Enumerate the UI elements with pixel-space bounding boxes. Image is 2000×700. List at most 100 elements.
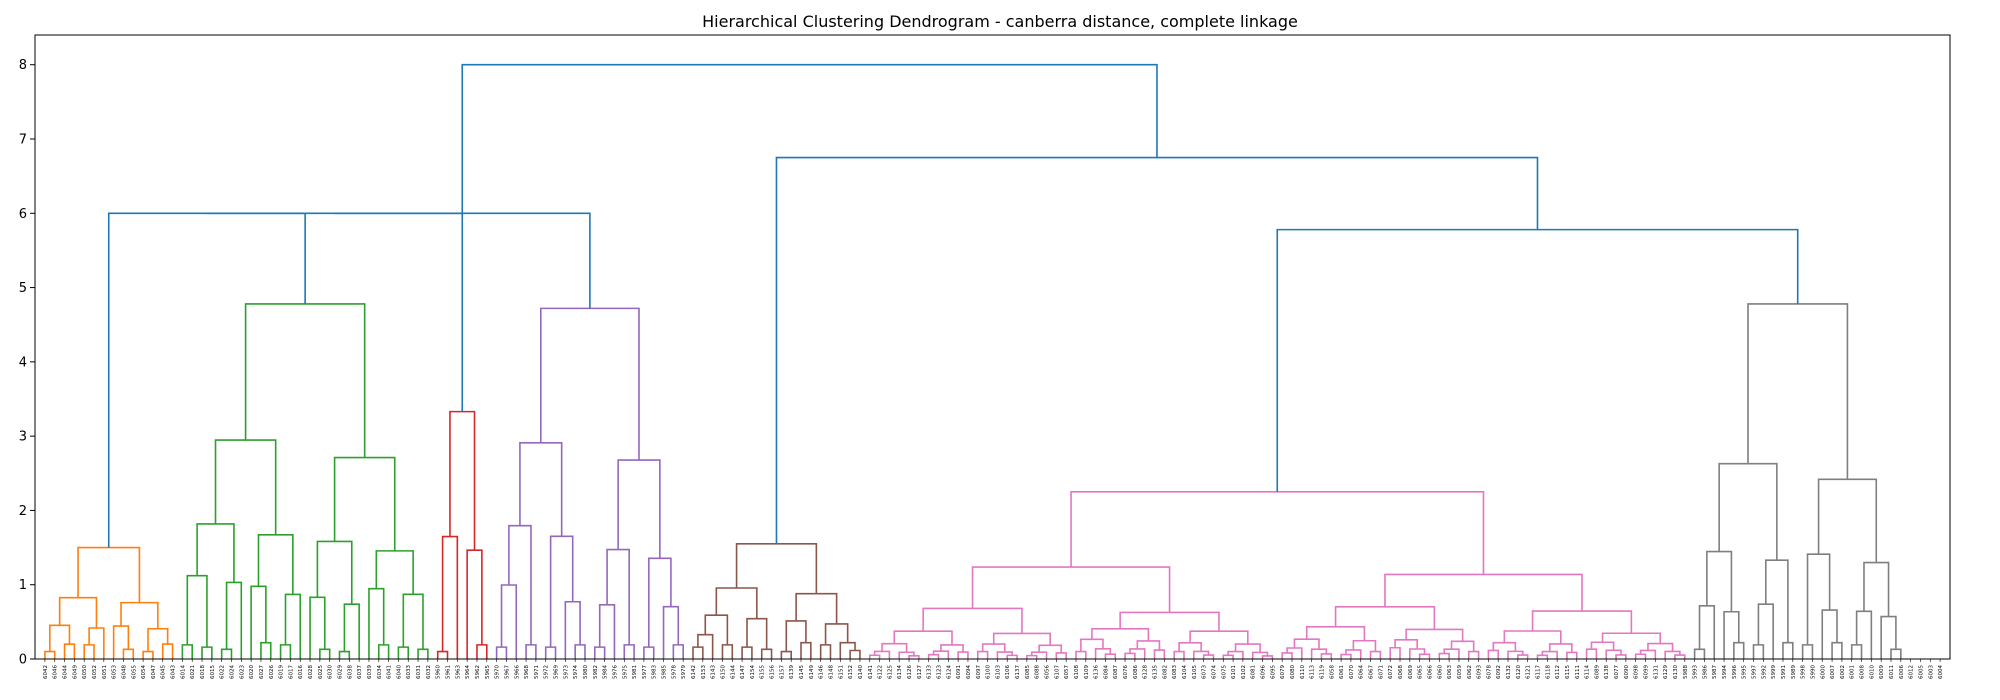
dendrogram-link-88 [927,653,940,659]
dendrogram-link-41 [476,644,488,659]
dendrogram-link-52 [519,441,563,537]
leaf-label-51: 5972 [544,665,550,679]
dendrogram-link-8 [112,625,130,659]
dendrogram-link-107 [1124,652,1136,659]
dendrogram-link-33 [397,646,410,659]
leaf-label-23: 6026 [269,665,275,679]
dendrogram-link-94 [1006,654,1018,659]
dendrogram-link-163 [1531,610,1633,634]
leaf-label-123: 6081 [1251,665,1257,679]
leaf-label-68: 6143 [711,665,717,679]
dendrogram-link-91 [940,644,964,653]
dendrogram-link-114 [1193,650,1210,659]
leaf-label-82: 6152 [848,665,854,679]
dendrogram-link-115 [1178,641,1202,652]
dendrogram-link-40 [441,535,459,659]
leaf-label-6: 6051 [102,665,108,679]
leaf-label-159: 6138 [1604,665,1610,679]
dendrogram-link-112 [1173,650,1185,659]
leaf-label-7: 6053 [112,665,118,679]
dendrogram-link-166 [1693,648,1706,659]
leaf-label-144: 6059 [1457,665,1463,679]
dendrogram-link-10 [161,643,174,659]
leaf-label-119: 6074 [1211,665,1217,679]
dendrogram-link-93 [976,650,989,659]
dendrogram-link-51 [549,535,574,648]
leaf-label-166: 6130 [1673,665,1679,679]
dendrogram-link-159 [1674,654,1686,659]
leaf-label-136: 6071 [1378,665,1384,679]
dendrogram-links [44,63,1902,659]
y-tick-label-4: 4 [19,355,27,370]
leaf-label-101: 6088 [1035,665,1041,679]
leaf-label-42: 5963 [455,665,461,679]
leaf-label-81: 6151 [838,665,844,679]
dendrogram-link-76 [785,620,807,652]
leaf-label-160: 6077 [1614,665,1620,679]
leaf-label-20: 6023 [239,665,245,679]
leaf-label-103: 6107 [1054,665,1060,679]
leaf-label-133: 6070 [1349,665,1355,679]
dendrogram-link-182 [1890,648,1902,659]
dendrogram-link-67 [697,633,714,659]
leaf-label-171: 5994 [1722,665,1728,679]
y-tick-label-1: 1 [19,578,27,593]
dendrogram-link-24 [257,533,294,595]
dendrogram-link-171 [1752,644,1765,659]
dendrogram-link-4 [83,644,95,659]
leaf-label-15: 6021 [190,665,196,679]
leaf-label-94: 6094 [966,665,972,679]
dendrogram-link-164 [1384,573,1583,612]
dendrogram-link-18 [225,581,243,659]
leaf-label-145: 6062 [1467,665,1473,679]
leaf-label-154: 6112 [1555,665,1561,679]
leaf-label-61: 5977 [642,665,648,679]
dendrogram-link-126 [1320,653,1333,659]
leaf-label-189: 6006 [1899,665,1905,679]
leaf-label-146: 6093 [1477,665,1483,679]
leaf-label-178: 5989 [1791,665,1797,679]
leaf-label-188: 6011 [1889,665,1895,679]
leaf-label-190: 6012 [1909,665,1915,679]
leaf-label-9: 6055 [131,665,137,679]
leaf-label-181: 6000 [1820,665,1826,679]
leaf-label-127: 6080 [1290,665,1296,679]
leaf-label-153: 6118 [1545,665,1551,679]
leaf-label-128: 6110 [1300,665,1306,679]
dendrogram-link-113 [1202,654,1215,659]
dendrogram-link-73 [715,587,758,619]
dendrogram-link-132 [1352,639,1377,652]
dendrogram-link-140 [1467,650,1480,659]
leaf-label-138: 6068 [1398,665,1404,679]
leaf-label-2: 6044 [63,665,69,679]
leaf-label-120: 6075 [1221,665,1227,679]
leaf-label-49: 5968 [524,665,530,679]
dendrogram-link-43 [449,410,476,551]
dendrogram-link-99 [1055,652,1067,659]
dendrogram-link-47 [508,524,532,645]
leaf-label-29: 6030 [328,665,334,679]
leaf-label-32: 6037 [357,665,363,679]
leaf-label-0: 6042 [43,665,49,679]
dendrogram-link-111 [1091,627,1150,641]
leaf-label-50: 5971 [534,665,540,679]
dendrogram-link-123 [971,566,1171,613]
leaf-label-158: 6089 [1594,665,1600,679]
leaf-label-95: 6097 [976,665,982,679]
leaf-label-173: 5995 [1742,665,1748,679]
leaf-label-39: 6032 [426,665,432,679]
leaf-label-19: 6024 [229,665,235,679]
leaf-label-75: 6157 [779,665,785,679]
leaf-label-184: 6001 [1850,665,1856,679]
dendrogram-link-165 [1070,491,1485,575]
leaf-label-125: 6095 [1270,665,1276,679]
leaf-label-135: 6067 [1369,665,1375,679]
dendrogram-link-169 [1723,610,1740,659]
dendrogram-link-157 [1634,653,1647,659]
leaf-label-66: 6142 [691,665,697,679]
leaf-label-121: 6101 [1231,665,1237,679]
dendrogram-link-116 [1222,654,1234,659]
leaf-label-46: 5970 [495,665,501,679]
x-axis: 6042 6046 6044 6049 6050 6052 6051 6053 6048 6055… [43,659,1944,679]
leaf-label-27: 6028 [308,665,314,679]
